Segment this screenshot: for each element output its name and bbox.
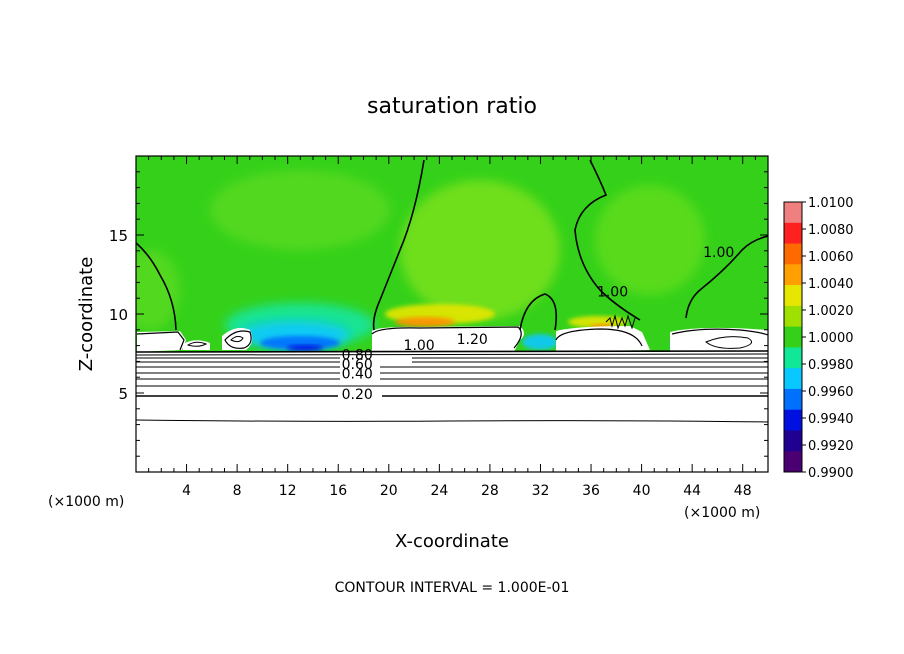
colorbar-tick-label: 0.9940 <box>808 412 854 427</box>
contour-label: 1.00 <box>703 245 734 261</box>
y-tick-label: 10 <box>109 306 128 324</box>
contour-label: 0.40 <box>342 367 373 383</box>
saturation-field <box>136 156 768 472</box>
colorbar-swatch <box>784 285 802 307</box>
colorbar-tick-label: 1.0080 <box>808 223 854 238</box>
x-tick-label: 16 <box>329 483 347 499</box>
x-tick-label: 28 <box>481 483 499 499</box>
colorbar-tick-label: 1.0020 <box>808 304 854 319</box>
colorbar-swatch <box>784 222 802 245</box>
colorbar-swatch <box>784 305 802 328</box>
y-tick-label: 5 <box>118 385 128 403</box>
colorbar-swatch <box>784 326 802 348</box>
colorbar: 1.0100 1.0080 1.0060 1.0040 1.0020 1.0000 0.99… <box>783 196 854 481</box>
colorbar-tick-label: 1.0100 <box>808 196 854 211</box>
x-tick-label: 40 <box>633 483 651 499</box>
colorbar-swatch <box>784 368 802 390</box>
colorbar-swatch <box>784 202 802 224</box>
contour-interval-note: CONTOUR INTERVAL = 1.000E-01 <box>335 580 570 596</box>
x-unit-right: (×1000 m) <box>684 505 760 521</box>
x-tick-label: 8 <box>233 483 242 499</box>
colorbar-swatch <box>784 388 802 411</box>
x-tick-label: 44 <box>683 483 701 499</box>
colorbar-tick-label: 0.9900 <box>808 466 854 481</box>
contour-labels: 1.00 1.00 1.00 1.20 0.800.600.40 0.20 <box>342 245 735 403</box>
y-axis-label: Z-coordinate <box>76 257 97 372</box>
field-lower-region <box>136 352 768 472</box>
x-tick-label: 48 <box>734 483 752 499</box>
chart-title: saturation ratio <box>367 94 537 119</box>
colorbar-swatch <box>784 243 802 265</box>
contour-label: 0.80 <box>342 348 373 364</box>
contour-label: 0.20 <box>342 387 373 403</box>
contour-label: 1.00 <box>597 284 628 300</box>
contour-label: 1.00 <box>404 338 435 354</box>
colorbar-tick-label: 1.0060 <box>808 250 854 265</box>
contour-lines <box>136 159 768 423</box>
x-axis-label: X-coordinate <box>395 531 509 552</box>
colorbar-swatch <box>784 409 802 431</box>
field-upper-light <box>400 180 560 320</box>
colorbar-tick-label: 1.0040 <box>808 277 854 292</box>
colorbar-tick-label: 0.9960 <box>808 385 854 400</box>
contour-label: 1.20 <box>457 332 488 348</box>
x-unit-left: (×1000 m) <box>48 494 124 510</box>
x-tick-label: 24 <box>430 483 448 499</box>
colorbar-swatch <box>784 264 802 286</box>
x-tick-label: 32 <box>532 483 550 499</box>
y-axis: 5 10 15 <box>109 171 768 457</box>
x-tick-label: 12 <box>279 483 297 499</box>
colorbar-tick-label: 0.9980 <box>808 358 854 373</box>
x-axis: 4 8 12 16 20 24 28 32 36 40 44 48 <box>148 156 756 499</box>
colorbar-swatch <box>784 347 802 369</box>
x-tick-label: 4 <box>182 483 191 499</box>
contour-label: 0.60 <box>342 357 373 373</box>
colorbar-swatch <box>784 430 802 452</box>
colorbar-tick-label: 1.0000 <box>808 331 854 346</box>
colorbar-swatch <box>784 451 802 473</box>
x-tick-label: 36 <box>582 483 600 499</box>
y-tick-label: 15 <box>109 227 128 245</box>
x-tick-label: 20 <box>380 483 398 499</box>
colorbar-tick-label: 0.9920 <box>808 439 854 454</box>
